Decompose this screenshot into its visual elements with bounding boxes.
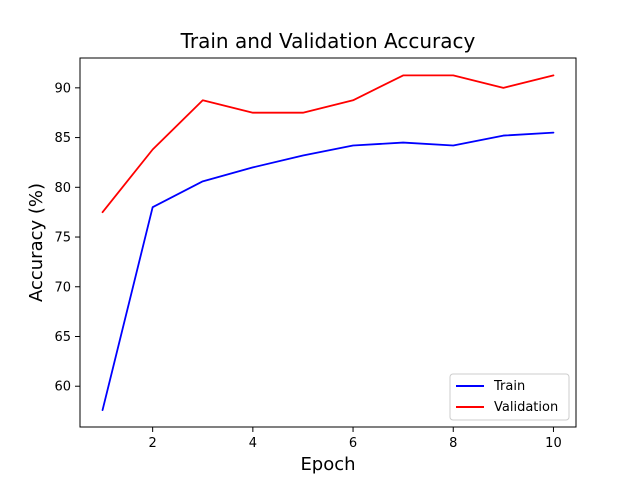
- y-tick-label: 70: [54, 280, 71, 295]
- chart-title: Train and Validation Accuracy: [180, 29, 476, 53]
- legend-train-label: Train: [493, 379, 525, 394]
- plot-area: 2 4 6 8 10 60 65 70 75 80 85 90: [54, 57, 577, 451]
- legend: Train Validation: [449, 373, 570, 421]
- axes-frame: [79, 57, 577, 428]
- x-axis-label: Epoch: [300, 454, 355, 475]
- x-tick-label: 4: [249, 436, 257, 451]
- y-tick-label: 60: [54, 380, 71, 395]
- x-tick-label: 6: [349, 436, 357, 451]
- series-line-train: [101, 131, 555, 411]
- y-tick-label: 65: [54, 330, 71, 345]
- y-tick-label: 90: [54, 81, 71, 96]
- x-tick-label: 10: [545, 436, 562, 451]
- legend-validation-label: Validation: [494, 400, 558, 415]
- x-axis-ticks: 2 4 6 8 10: [149, 427, 562, 451]
- y-tick-label: 75: [54, 231, 71, 246]
- y-axis-label: Accuracy (%): [26, 183, 47, 302]
- series-line-validation: [101, 74, 555, 214]
- y-tick-label: 85: [54, 131, 71, 146]
- series-lines: [101, 74, 555, 411]
- y-tick-label: 80: [54, 181, 71, 196]
- x-tick-label: 2: [149, 436, 157, 451]
- x-tick-label: 8: [449, 436, 457, 451]
- y-axis-ticks: 60 65 70 75 80 85 90: [54, 81, 80, 395]
